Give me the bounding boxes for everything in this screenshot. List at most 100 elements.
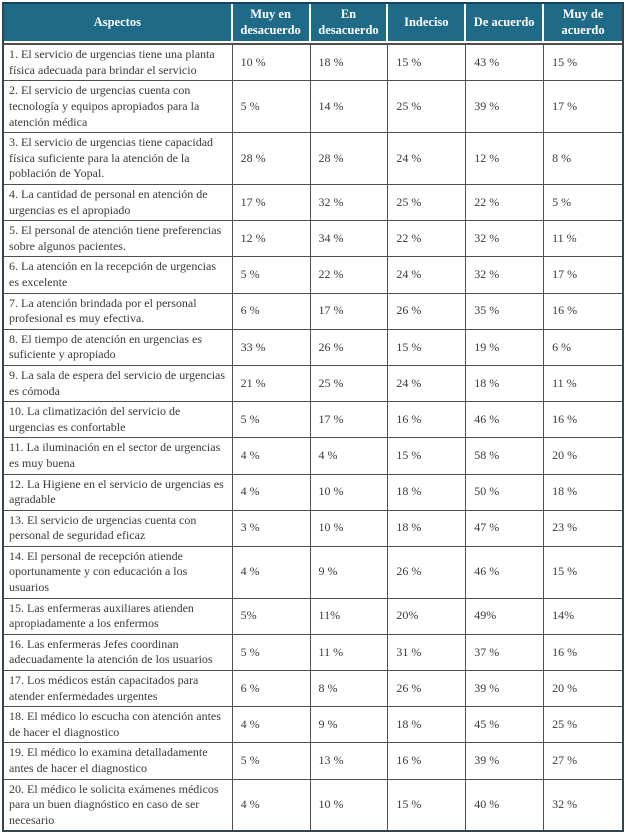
table-row: 3. El servicio de urgencias tiene capaci… — [4, 133, 622, 185]
value-cell: 45 % — [466, 707, 545, 744]
value-cell: 25 % — [388, 185, 467, 222]
value-cell: 9 % — [310, 546, 389, 599]
value-cell: 11 % — [544, 366, 622, 403]
value-cell: 20 % — [544, 671, 622, 708]
aspect-cell: 1. El servicio de urgencias tiene una pl… — [4, 43, 233, 82]
value-cell: 39 % — [466, 743, 545, 780]
table-row: 12. La Higiene en el servicio de urgenci… — [4, 474, 622, 511]
value-cell: 21 % — [232, 365, 311, 403]
aspect-cell: 9. La sala de espera del servicio de urg… — [4, 365, 233, 403]
value-cell: 25 % — [388, 81, 467, 134]
table-row: 16. Las enfermeras Jefes coordinan adecu… — [4, 634, 622, 672]
value-cell: 37 % — [466, 634, 545, 672]
value-cell: 3 % — [232, 510, 311, 547]
value-cell: 18 % — [544, 475, 622, 511]
value-cell: 5 % — [544, 185, 622, 222]
value-cell: 8 % — [310, 671, 389, 708]
value-cell: 16 % — [544, 635, 622, 672]
value-cell: 58 % — [466, 438, 545, 475]
value-cell: 39 % — [466, 81, 545, 134]
value-cell: 17 % — [310, 293, 389, 330]
value-cell: 49% — [466, 598, 545, 635]
table-row: 8. El tiempo de atención en urgencias es… — [4, 329, 622, 366]
aspect-cell: 12. La Higiene en el servicio de urgenci… — [4, 474, 233, 511]
value-cell: 15 % — [388, 438, 467, 475]
value-cell: 19 % — [466, 329, 545, 366]
value-cell: 24 % — [388, 365, 467, 403]
value-cell: 6 % — [232, 293, 311, 330]
value-cell: 5 % — [232, 634, 311, 672]
table-row: 6. La atención en la recepción de urgenc… — [4, 257, 622, 294]
value-cell: 26 % — [310, 329, 389, 366]
value-cell: 27 % — [544, 743, 622, 780]
table-row: 13. El servicio de urgencias cuenta con … — [4, 510, 622, 547]
aspect-cell: 3. El servicio de urgencias tiene capaci… — [4, 133, 233, 185]
table-row: 11. La iluminación en el sector de urgen… — [4, 438, 622, 475]
value-cell: 46 % — [466, 402, 545, 439]
value-cell: 18 % — [388, 510, 467, 547]
column-header-1: Muy en desacuerdo — [232, 4, 311, 44]
aspect-cell: 13. El servicio de urgencias cuenta con … — [4, 510, 233, 547]
value-cell: 16 % — [388, 743, 467, 780]
value-cell: 5 % — [232, 257, 311, 294]
table-row: 20. El médico le solicita exámenes médic… — [4, 779, 622, 831]
column-header-2: En desacuerdo — [310, 4, 389, 44]
table-row: 19. El médico lo examina detalladamente … — [4, 743, 622, 780]
value-cell: 10 % — [310, 474, 389, 511]
value-cell: 17 % — [232, 185, 311, 222]
value-cell: 24 % — [388, 133, 467, 185]
value-cell: 33 % — [232, 329, 311, 366]
value-cell: 34 % — [310, 221, 389, 258]
value-cell: 22 % — [388, 221, 467, 258]
value-cell: 18 % — [388, 474, 467, 511]
value-cell: 8 % — [544, 133, 622, 185]
value-cell: 15 % — [544, 43, 622, 82]
value-cell: 4 % — [232, 474, 311, 511]
table-row: 5. El personal de atención tiene prefere… — [4, 221, 622, 258]
value-cell: 25 % — [310, 365, 389, 403]
value-cell: 26 % — [388, 293, 467, 330]
aspect-cell: 15. Las enfermeras auxiliares atienden a… — [4, 598, 233, 635]
value-cell: 17 % — [310, 402, 389, 439]
value-cell: 4 % — [233, 779, 311, 831]
value-cell: 12 % — [232, 221, 311, 258]
value-cell: 31 % — [388, 634, 467, 672]
value-cell: 32 % — [552, 797, 578, 812]
value-cell: 18 % — [388, 707, 467, 744]
value-cell: 25 % — [544, 707, 622, 744]
value-cell: 13 % — [310, 743, 389, 780]
value-cell: 50 % — [466, 474, 545, 511]
table-body: 1. El servicio de urgencias tiene una pl… — [4, 43, 622, 831]
table-row: 14. El personal de recepción atiende opo… — [4, 546, 622, 599]
value-cell: 5 % — [232, 402, 311, 439]
table-row: 17. Los médicos están capacitados para a… — [4, 671, 622, 708]
aspect-cell: 10. La climatización del servicio de urg… — [4, 402, 233, 439]
value-cell: 22 % — [466, 185, 545, 222]
aspect-cell: 8. El tiempo de atención en urgencias es… — [4, 329, 233, 366]
aspect-cell: 4. La cantidad de personal en atención d… — [4, 185, 233, 222]
aspect-cell: 6. La atención en la recepción de urgenc… — [4, 257, 233, 294]
value-cell: 18 % — [466, 365, 545, 403]
aspect-cell: 14. El personal de recepción atiende opo… — [4, 546, 233, 599]
aspect-cell: 2. El servicio de urgencias cuenta con t… — [4, 81, 233, 134]
value-cell: 11 % — [544, 221, 622, 258]
value-cell: 40 % — [466, 779, 545, 831]
table-header-row: Aspectos Muy en desacuerdo En desacuerdo In… — [4, 4, 622, 44]
value-cell: 15 % — [544, 547, 622, 599]
value-cell: 10 % — [311, 779, 389, 831]
value-cell: 16 % — [388, 402, 467, 439]
aspect-cell: 5. El personal de atención tiene prefere… — [4, 221, 233, 258]
value-cell: 32 % — [310, 185, 389, 222]
table-row: 2. El servicio de urgencias cuenta con t… — [4, 81, 622, 134]
value-cell: 4 % — [310, 438, 389, 475]
value-cell: 20 % — [544, 438, 622, 475]
value-cell: 32 % — [466, 257, 545, 294]
value-cell: 26 % — [388, 546, 467, 599]
table-row: 7. La atención brindada por el personal … — [4, 293, 622, 330]
column-header-0: Aspectos — [4, 4, 233, 44]
table-row: 1. El servicio de urgencias tiene una pl… — [4, 43, 622, 82]
value-cell: 5 % — [232, 743, 311, 780]
aspect-cell: 18. El médico lo escucha con atención an… — [4, 707, 233, 744]
aspect-cell: 16. Las enfermeras Jefes coordinan adecu… — [4, 634, 233, 672]
